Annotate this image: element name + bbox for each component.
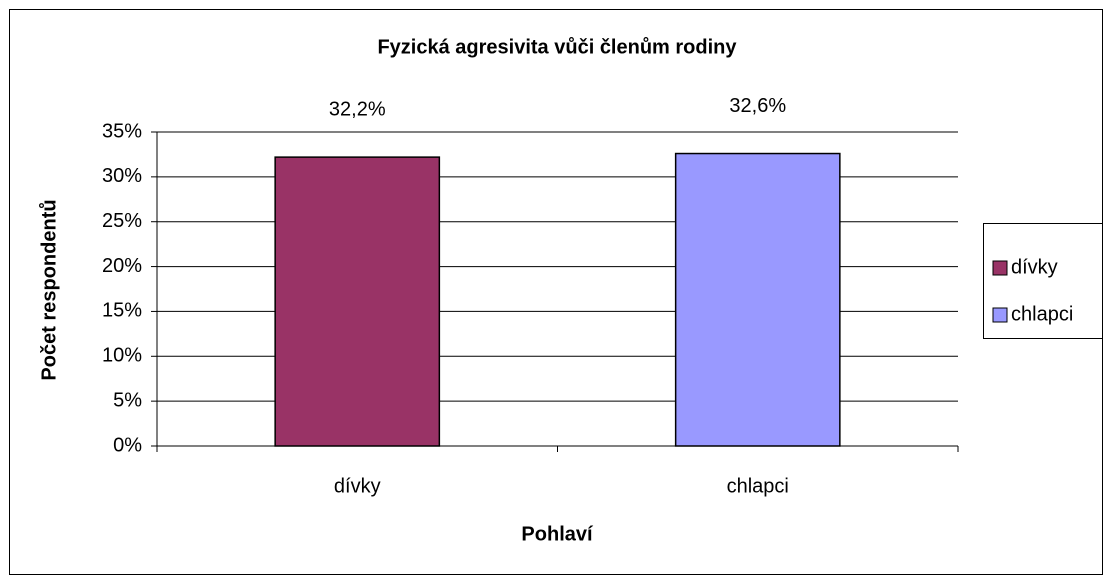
legend-swatch — [992, 307, 1008, 323]
y-tick-label: 20% — [102, 255, 142, 277]
x-tick-label: chlapci — [727, 475, 789, 497]
x-axis-label: Pohlaví — [521, 523, 594, 545]
legend-label: chlapci — [1011, 303, 1073, 325]
y-tick-label: 35% — [102, 120, 142, 142]
data-label: 32,6% — [729, 95, 786, 117]
legend-swatch — [992, 260, 1008, 276]
data-label: 32,2% — [329, 98, 386, 120]
y-tick-label: 0% — [113, 434, 142, 456]
chart-border — [9, 9, 1103, 575]
y-tick-label: 30% — [102, 165, 142, 187]
bar — [274, 156, 441, 447]
y-tick-label: 5% — [113, 389, 142, 411]
bar — [674, 152, 841, 447]
chart-title: Fyzická agresivita vůči členům rodiny — [377, 36, 737, 58]
y-tick-label: 15% — [102, 300, 142, 322]
x-tick-label: dívky — [334, 475, 381, 497]
y-axis-label: Počet respondentů — [38, 199, 60, 380]
legend-label: dívky — [1011, 256, 1058, 278]
y-tick-label: 25% — [102, 210, 142, 232]
y-tick-label: 10% — [102, 345, 142, 367]
